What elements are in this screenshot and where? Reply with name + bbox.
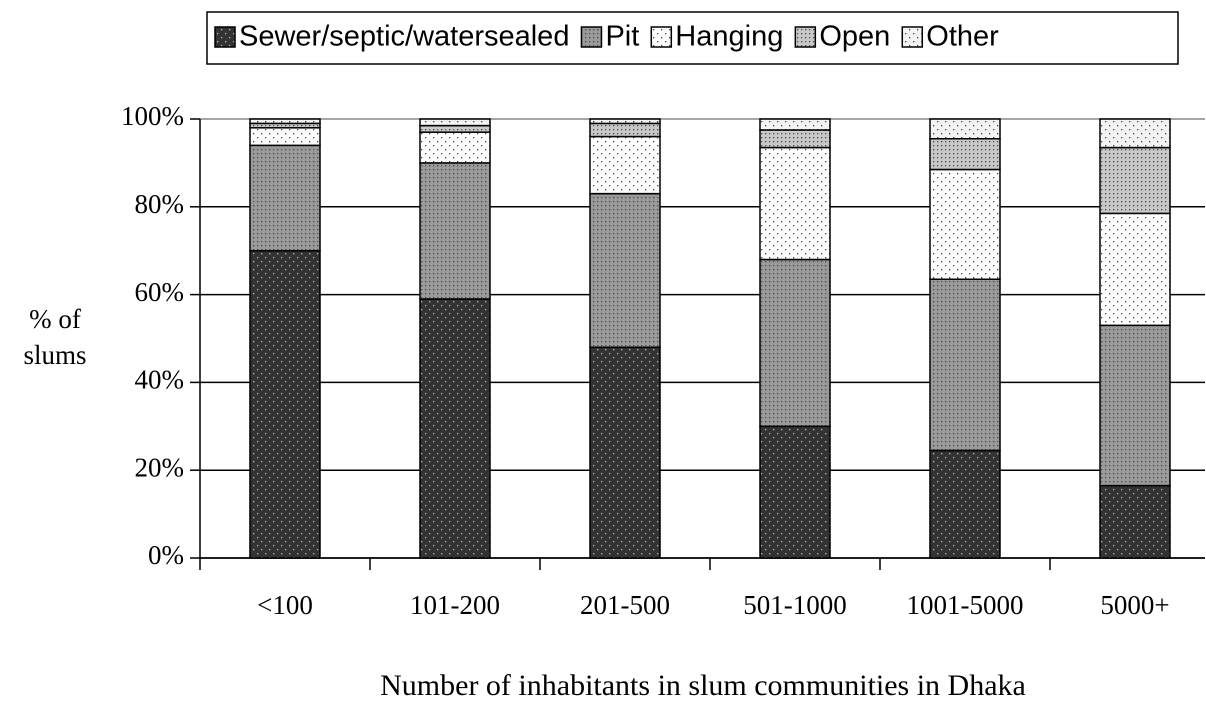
- legend-swatch: [794, 26, 817, 48]
- bar-segment: [419, 118, 491, 127]
- x-tick-label: 5000+: [1100, 590, 1169, 620]
- legend-label: Sewer/septic/watersealed: [239, 21, 569, 53]
- bar-segment: [589, 118, 661, 125]
- x-axis-title: Number of inhabitants in slum communitie…: [380, 669, 1026, 702]
- legend-swatch: [650, 26, 673, 48]
- y-tick-label: 0%: [148, 540, 184, 570]
- bar-segment: [589, 122, 661, 138]
- y-tick-label: 60%: [135, 277, 185, 307]
- bar-segment: [419, 298, 491, 559]
- bar-segment: [929, 449, 1001, 559]
- bar-segment: [759, 118, 831, 131]
- bar-segment: [589, 192, 661, 349]
- y-axis-title: % of: [29, 304, 81, 334]
- legend-swatch: [901, 26, 924, 48]
- legend-swatch: [580, 26, 603, 48]
- bar-segment: [419, 162, 491, 300]
- x-tick-label: <100: [257, 590, 313, 620]
- bar-segment: [419, 131, 491, 164]
- bar-segment: [249, 144, 321, 252]
- bar-segment: [759, 129, 831, 149]
- legend-label: Open: [819, 21, 890, 53]
- bar-segment: [759, 258, 831, 428]
- x-tick-label: 1001-5000: [907, 590, 1024, 620]
- bar-segment: [929, 278, 1001, 452]
- bar-segment: [929, 168, 1001, 280]
- legend-label: Other: [926, 21, 999, 53]
- y-tick-label: 100%: [121, 101, 184, 131]
- bar-segment: [589, 135, 661, 195]
- y-axis-title: slums: [23, 340, 86, 370]
- bar-segment: [759, 425, 831, 559]
- bar-segment: [1099, 484, 1171, 559]
- y-tick-label: 80%: [135, 189, 185, 219]
- bar-segment: [929, 138, 1001, 171]
- y-tick-label: 20%: [135, 452, 185, 482]
- bar-segment: [1099, 212, 1171, 327]
- bar-segment: [1099, 324, 1171, 487]
- bar-segment: [419, 124, 491, 133]
- bar-segment: [929, 118, 1001, 140]
- bar-segment: [1099, 146, 1171, 215]
- y-tick-label: 40%: [135, 365, 185, 395]
- bar-segment: [759, 146, 831, 261]
- bar-segment: [589, 346, 661, 559]
- x-tick-label: 501-1000: [743, 590, 847, 620]
- x-tick-label: 201-500: [580, 590, 670, 620]
- bar-segment: [249, 249, 321, 559]
- bar-segment: [249, 118, 321, 125]
- legend-label: Pit: [605, 21, 639, 53]
- bar-segment: [249, 127, 321, 147]
- x-tick-label: 101-200: [410, 590, 500, 620]
- legend-box: [206, 11, 1179, 65]
- legend-swatch: [214, 26, 236, 48]
- legend-label: Hanging: [675, 21, 783, 53]
- bar-segment: [1099, 118, 1171, 149]
